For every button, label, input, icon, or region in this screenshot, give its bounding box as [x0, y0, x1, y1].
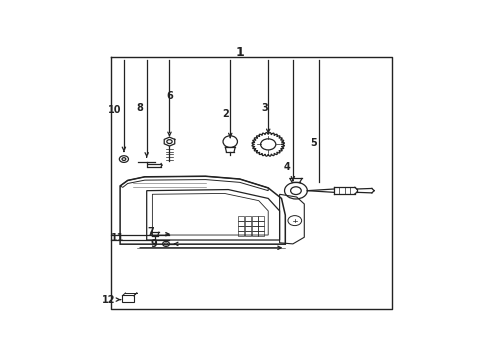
Bar — [245, 221, 251, 226]
Bar — [238, 216, 244, 221]
Text: 9: 9 — [151, 239, 158, 249]
Bar — [258, 221, 265, 226]
Bar — [258, 226, 265, 231]
Bar — [251, 226, 258, 231]
Bar — [245, 216, 251, 221]
Bar — [251, 216, 258, 221]
Text: 8: 8 — [137, 103, 144, 113]
Bar — [251, 231, 258, 236]
Text: 11: 11 — [111, 233, 124, 243]
Text: 10: 10 — [108, 105, 121, 115]
Bar — [238, 221, 244, 226]
Text: 12: 12 — [102, 294, 116, 305]
Bar — [251, 221, 258, 226]
Bar — [238, 231, 244, 236]
Bar — [258, 231, 265, 236]
Text: 7: 7 — [147, 227, 154, 237]
Bar — [245, 226, 251, 231]
Text: 3: 3 — [261, 103, 268, 113]
Bar — [245, 231, 251, 236]
Text: 6: 6 — [166, 91, 173, 101]
Text: 2: 2 — [222, 109, 229, 119]
Bar — [258, 216, 265, 221]
Text: 5: 5 — [310, 138, 317, 148]
Bar — [238, 226, 244, 231]
Text: 4: 4 — [284, 162, 291, 172]
Text: 1: 1 — [235, 46, 244, 59]
